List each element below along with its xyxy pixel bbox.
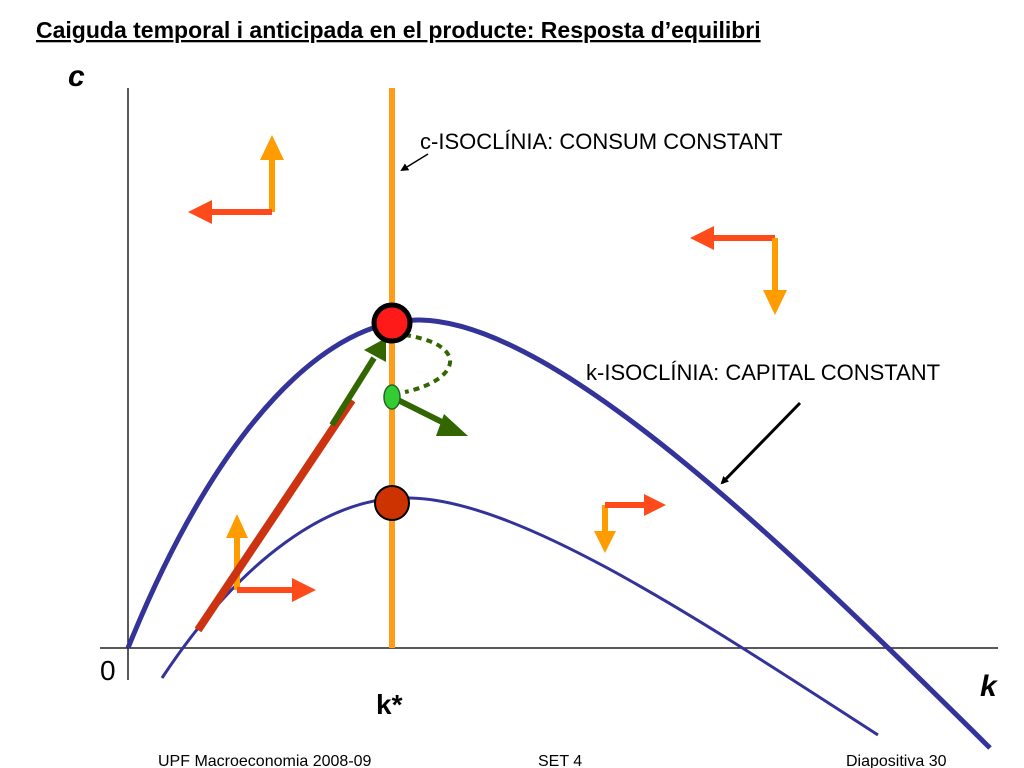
footer-center: SET 4 bbox=[538, 753, 582, 768]
kstar-label: k* bbox=[376, 689, 403, 720]
jump-path bbox=[194, 397, 356, 633]
pointer bbox=[400, 153, 429, 172]
c-isocline-label: c-ISOCLÍNIA: CONSUM CONSTANT bbox=[420, 129, 783, 154]
dotted-path bbox=[404, 333, 453, 394]
pointer bbox=[720, 401, 802, 485]
jump-point bbox=[383, 384, 401, 410]
footer-left: UPF Macroeconomia 2008-09 bbox=[158, 753, 372, 768]
y-axis-label: c bbox=[68, 60, 85, 93]
arrow-head bbox=[436, 414, 468, 436]
footer-right: Diapositiva 30 bbox=[846, 753, 947, 768]
k-isocline-label: k-ISOCLÍNIA: CAPITAL CONSTANT bbox=[586, 360, 940, 385]
new-steady-state bbox=[374, 485, 410, 521]
x-axis-label: k bbox=[980, 670, 998, 703]
title: Caiguda temporal i anticipada en el prod… bbox=[36, 17, 761, 43]
k-isocline-new bbox=[160, 496, 879, 737]
origin-label: 0 bbox=[100, 655, 116, 686]
direction-arrows bbox=[188, 135, 787, 602]
k-isocline bbox=[125, 317, 992, 750]
arrow-head bbox=[364, 338, 386, 362]
saddle-path bbox=[329, 356, 377, 427]
old-steady-state bbox=[371, 302, 413, 344]
